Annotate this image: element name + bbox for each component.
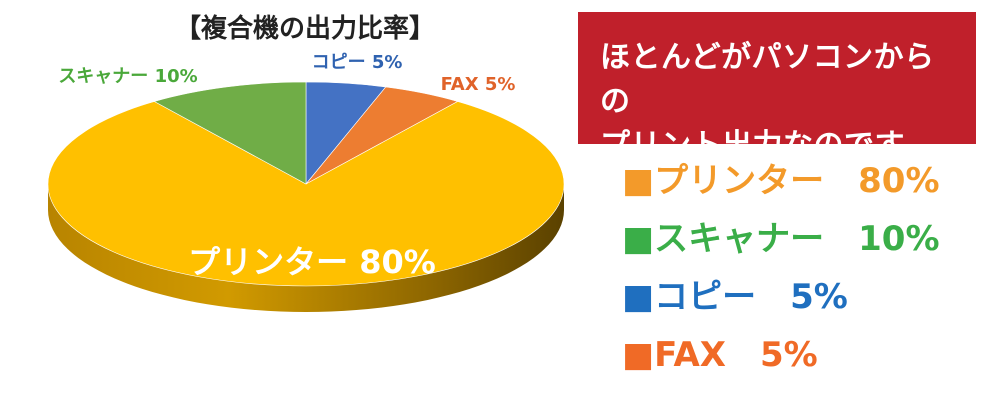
legend-label: ■スキャナー 10% [622, 218, 940, 259]
legend-item-fax: ■FAX 5% [622, 322, 992, 380]
pie-side-walls [48, 184, 564, 312]
slice-label-copy: コピー 5% [312, 52, 403, 73]
legend-label: ■FAX 5% [622, 334, 818, 375]
pie-top-slices [47, 81, 565, 287]
chart-title: 【複合機の出力比率】 [175, 13, 435, 44]
slice-label-printer: プリンター 80% [188, 243, 436, 281]
legend-item-printer: ■プリンター 80% [622, 148, 992, 206]
pie-slice-printer [47, 101, 565, 287]
callout-line-2: プリント出力なのです。 [600, 128, 933, 163]
pie-side-printer [48, 184, 564, 312]
legend: ■プリンター 80% ■スキャナー 10% ■コピー 5% ■FAX 5% [622, 148, 992, 380]
pie-slice-scanner [153, 81, 307, 185]
legend-item-copy: ■コピー 5% [622, 264, 992, 322]
legend-label: ■プリンター 80% [622, 160, 940, 201]
callout-box: ほとんどがパソコンからの プリント出力なのです。 [578, 12, 976, 163]
slice-label-scanner: スキャナー 10% [58, 66, 197, 87]
slice-labels: コピー 5% FAX 5% プリンター 80% スキャナー 10% [58, 52, 515, 281]
legend-label: ■コピー 5% [622, 276, 848, 317]
slice-label-fax: FAX 5% [441, 74, 516, 95]
legend-item-scanner: ■スキャナー 10% [622, 206, 992, 264]
callout-line-1: ほとんどがパソコンからの [600, 40, 935, 119]
